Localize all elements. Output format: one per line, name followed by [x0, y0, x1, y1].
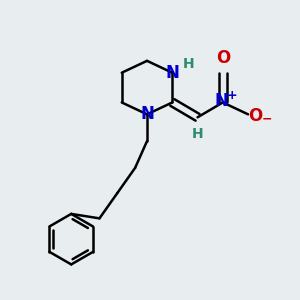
Text: H: H	[192, 127, 203, 141]
Text: O: O	[216, 50, 230, 68]
Text: N: N	[140, 105, 154, 123]
Text: O: O	[248, 107, 262, 125]
Text: −: −	[262, 112, 273, 125]
Text: +: +	[226, 89, 237, 102]
Text: H: H	[183, 57, 194, 71]
Text: N: N	[214, 92, 228, 110]
Text: N: N	[165, 64, 179, 82]
